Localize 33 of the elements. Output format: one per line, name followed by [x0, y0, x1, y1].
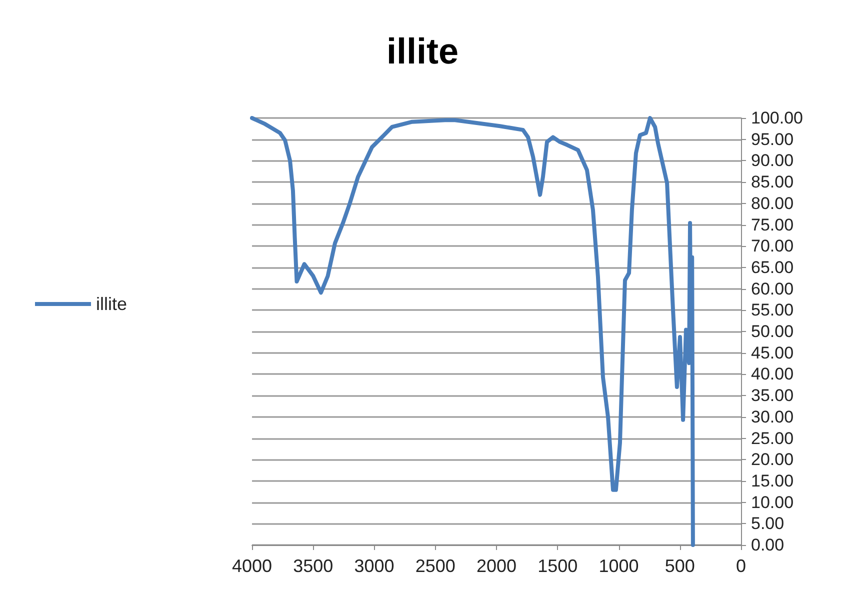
y-tick-label: 35.00 — [751, 386, 794, 406]
legend-label: illite — [96, 294, 128, 314]
y-tick-label: 50.00 — [751, 322, 794, 341]
line-series — [250, 116, 695, 547]
x-tick-label: 3000 — [354, 556, 394, 576]
y-tick-label: 95.00 — [751, 130, 794, 149]
y-tick-label: 60.00 — [751, 279, 794, 298]
y-tick-label: 0.00 — [751, 536, 784, 554]
x-tick-label: 2500 — [415, 556, 456, 576]
y-tick-label: 25.00 — [751, 428, 794, 448]
y-tick-label: 70.00 — [751, 236, 794, 256]
y-tick-label: 85.00 — [751, 172, 794, 192]
x-tick-label: 4000 — [232, 556, 272, 576]
x-tick-label: 500 — [664, 556, 695, 576]
y-tick-label: 20.00 — [751, 450, 794, 470]
y-tick-label: 100.00 — [751, 108, 803, 128]
x-tick-label: 2000 — [476, 556, 517, 576]
chart-title: illite — [386, 30, 459, 72]
y-tick-label: 5.00 — [751, 514, 784, 534]
y-tick-label: 40.00 — [751, 364, 794, 384]
y-tick-label: 10.00 — [751, 492, 794, 512]
y-tick-label: 30.00 — [751, 407, 794, 426]
y-tick-label: 90.00 — [751, 151, 794, 170]
y-tick-label: 75.00 — [751, 215, 794, 234]
y-tick-label: 15.00 — [751, 471, 794, 490]
y-tick-label: 65.00 — [751, 258, 794, 277]
x-tick-label: 1500 — [538, 556, 578, 576]
y-tick-label: 45.00 — [751, 343, 794, 362]
y-tick-label: 80.00 — [751, 194, 794, 213]
x-tick-label: 0 — [736, 556, 746, 576]
x-tick-label: 3500 — [293, 556, 334, 576]
y-tick-label: 55.00 — [751, 300, 794, 320]
x-tick-label: 1000 — [598, 556, 639, 576]
